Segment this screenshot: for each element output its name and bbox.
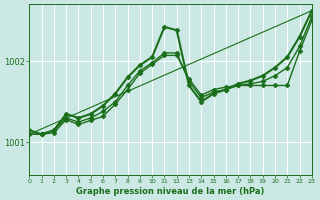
X-axis label: Graphe pression niveau de la mer (hPa): Graphe pression niveau de la mer (hPa) — [76, 187, 265, 196]
